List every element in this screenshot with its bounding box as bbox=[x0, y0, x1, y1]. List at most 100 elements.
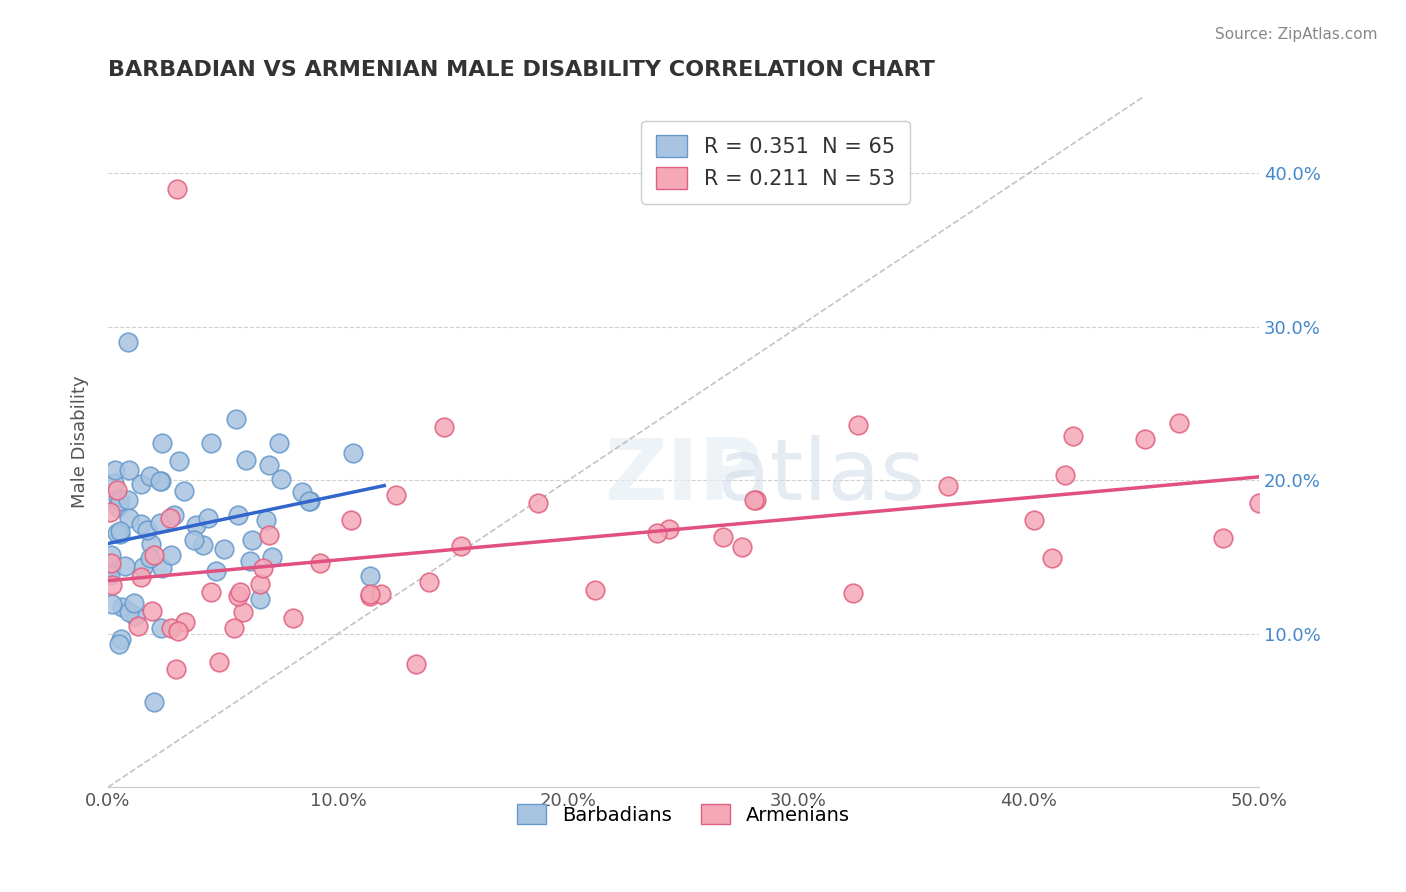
Armenians bbox=[583, 583, 606, 598]
Armenians bbox=[207, 655, 229, 669]
Barbadians bbox=[259, 458, 281, 472]
Armenians bbox=[167, 624, 190, 638]
Armenians bbox=[159, 511, 181, 525]
Armenians bbox=[450, 539, 472, 553]
Barbadians bbox=[131, 517, 153, 532]
Barbadians bbox=[132, 560, 155, 574]
Text: Source: ZipAtlas.com: Source: ZipAtlas.com bbox=[1215, 27, 1378, 42]
Barbadians bbox=[108, 527, 131, 541]
Armenians bbox=[645, 526, 668, 541]
Barbadians bbox=[173, 483, 195, 498]
Text: ZIP: ZIP bbox=[605, 434, 762, 518]
Barbadians bbox=[139, 551, 162, 566]
Barbadians bbox=[240, 533, 263, 547]
Armenians bbox=[1167, 417, 1189, 431]
Armenians bbox=[418, 574, 440, 589]
Barbadians bbox=[212, 541, 235, 556]
Barbadians bbox=[101, 597, 124, 611]
Barbadians bbox=[129, 477, 152, 491]
Text: atlas: atlas bbox=[717, 434, 925, 518]
Armenians bbox=[370, 587, 392, 601]
Armenians bbox=[742, 493, 765, 508]
Barbadians bbox=[200, 436, 222, 450]
Barbadians bbox=[342, 446, 364, 460]
Barbadians bbox=[149, 474, 172, 488]
Armenians bbox=[165, 662, 187, 676]
Barbadians bbox=[107, 500, 129, 514]
Barbadians bbox=[100, 561, 122, 575]
Barbadians bbox=[117, 493, 139, 508]
Armenians bbox=[229, 585, 252, 599]
Armenians bbox=[359, 589, 381, 603]
Armenians bbox=[846, 417, 869, 432]
Armenians bbox=[100, 556, 122, 570]
Barbadians bbox=[239, 554, 262, 568]
Armenians bbox=[105, 483, 128, 497]
Armenians bbox=[252, 561, 274, 575]
Armenians bbox=[405, 657, 427, 671]
Barbadians bbox=[254, 513, 277, 527]
Barbadians bbox=[226, 508, 249, 523]
Barbadians bbox=[103, 476, 125, 491]
Barbadians bbox=[104, 463, 127, 477]
Armenians bbox=[224, 621, 246, 635]
Armenians bbox=[173, 615, 195, 629]
Armenians bbox=[101, 578, 124, 592]
Barbadians bbox=[163, 508, 186, 522]
Barbadians bbox=[150, 561, 173, 575]
Barbadians bbox=[260, 550, 283, 565]
Armenians bbox=[936, 479, 959, 493]
Armenians bbox=[143, 548, 166, 562]
Barbadians bbox=[107, 491, 129, 505]
Armenians bbox=[228, 589, 250, 603]
Barbadians bbox=[205, 565, 228, 579]
Armenians bbox=[658, 522, 681, 536]
Barbadians bbox=[100, 548, 122, 562]
Armenians bbox=[283, 611, 305, 625]
Barbadians bbox=[197, 511, 219, 525]
Armenians bbox=[249, 577, 271, 591]
Barbadians bbox=[167, 454, 190, 468]
Armenians bbox=[359, 587, 381, 601]
Barbadians bbox=[149, 516, 172, 530]
Armenians bbox=[127, 619, 149, 633]
Armenians bbox=[1024, 513, 1046, 527]
Barbadians bbox=[118, 605, 141, 619]
Armenians bbox=[340, 513, 363, 527]
Barbadians bbox=[235, 453, 257, 467]
Barbadians bbox=[359, 569, 381, 583]
Barbadians bbox=[225, 412, 247, 426]
Barbadians bbox=[107, 637, 129, 651]
Barbadians bbox=[298, 493, 321, 508]
Barbadians bbox=[98, 568, 121, 582]
Barbadians bbox=[117, 334, 139, 349]
Barbadians bbox=[298, 494, 321, 508]
Barbadians bbox=[152, 436, 174, 450]
Barbadians bbox=[138, 469, 160, 483]
Barbadians bbox=[149, 475, 172, 489]
Barbadians bbox=[118, 463, 141, 477]
Barbadians bbox=[149, 621, 172, 635]
Barbadians bbox=[139, 537, 162, 551]
Armenians bbox=[1040, 551, 1063, 566]
Armenians bbox=[309, 557, 332, 571]
Barbadians bbox=[111, 599, 134, 614]
Barbadians bbox=[110, 632, 132, 646]
Barbadians bbox=[124, 608, 146, 623]
Barbadians bbox=[191, 538, 214, 552]
Barbadians bbox=[118, 510, 141, 524]
Armenians bbox=[1133, 432, 1156, 446]
Y-axis label: Male Disability: Male Disability bbox=[72, 376, 89, 508]
Barbadians bbox=[249, 591, 271, 606]
Armenians bbox=[257, 527, 280, 541]
Armenians bbox=[1212, 531, 1234, 545]
Armenians bbox=[200, 585, 222, 599]
Barbadians bbox=[183, 533, 205, 548]
Armenians bbox=[159, 621, 181, 635]
Armenians bbox=[745, 493, 768, 508]
Armenians bbox=[711, 530, 734, 544]
Barbadians bbox=[122, 596, 145, 610]
Barbadians bbox=[142, 695, 165, 709]
Armenians bbox=[385, 488, 408, 502]
Armenians bbox=[1062, 429, 1084, 443]
